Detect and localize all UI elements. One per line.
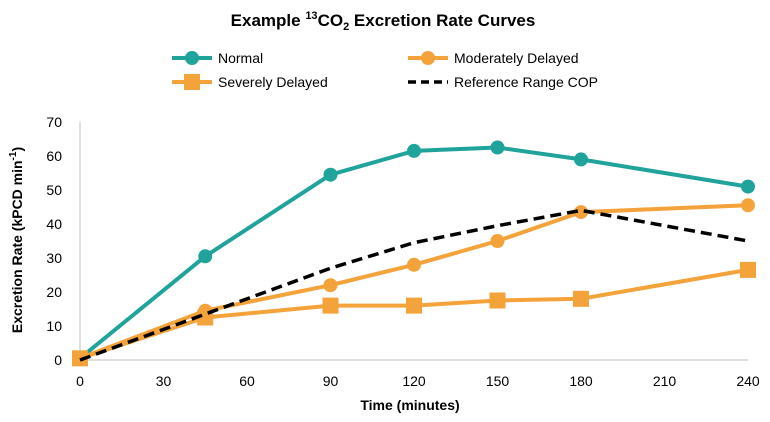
x-tick-label: 30 [156, 373, 172, 389]
data-point-severely-delayed [740, 261, 756, 278]
y-tick-label: 30 [46, 250, 62, 266]
x-tick-label: 150 [486, 373, 510, 389]
chart-title: Example 13CO2 Excretion Rate Curves [231, 10, 536, 33]
chart-title-main: CO [318, 11, 344, 30]
series-line-reference-range-cop [79, 208, 749, 362]
data-point-severely-delayed [406, 297, 422, 314]
x-tick-label: 90 [323, 373, 339, 389]
y-tick-label: 70 [46, 114, 62, 130]
axes [79, 122, 748, 361]
legend-label-reference-range-cop: Reference Range COP [454, 74, 598, 90]
chart-title-superscript: 13 [305, 10, 317, 22]
legend-label-moderately-delayed: Moderately Delayed [454, 50, 579, 66]
y-tick-label: 20 [46, 284, 62, 300]
data-point-severely-delayed [322, 297, 339, 314]
legend-marker-severely-delayed [184, 74, 200, 90]
legend: Normal Moderately Delayed Severely Delayed… [172, 50, 598, 90]
legend-label-normal: Normal [218, 50, 263, 66]
chart-title-suffix: Excretion Rate Curves [349, 11, 535, 30]
y-tick-label: 10 [46, 318, 62, 334]
x-tick-label: 120 [402, 373, 426, 389]
y-axis-label-suffix: ) [9, 147, 25, 152]
data-point-normal [574, 152, 588, 167]
chart-title-subscript: 2 [343, 21, 349, 33]
chart-title-prefix: Example [231, 11, 306, 30]
legend-marker-normal [185, 51, 199, 65]
y-tick-label: 50 [46, 182, 62, 198]
legend-item-severely-delayed: Severely Delayed [172, 74, 328, 90]
legend-label-severely-delayed: Severely Delayed [218, 74, 328, 90]
data-point-normal [407, 143, 421, 158]
x-tick-label: 240 [736, 373, 760, 389]
data-point-moderately-delayed [407, 257, 421, 272]
x-tick-label: 180 [569, 373, 593, 389]
series-reference-range-cop [79, 208, 749, 362]
x-tick-label: 60 [239, 373, 255, 389]
y-axis-label: Excretion Rate (kPCD min-1) [8, 147, 25, 333]
series-line-severely-delayed [79, 267, 749, 361]
plot-area [72, 140, 756, 367]
y-tick-label: 60 [46, 148, 62, 164]
series-line-moderately-delayed [79, 203, 749, 361]
data-point-severely-delayed [489, 292, 506, 309]
data-point-normal [198, 249, 213, 264]
x-tick-label: 0 [76, 373, 84, 389]
data-point-moderately-delayed [323, 278, 338, 293]
x-tick-labels: 0 30 60 90 120 150 180 210 240 [76, 373, 760, 389]
legend-item-normal: Normal [172, 50, 263, 66]
y-axis-label-main: Excretion Rate (kPCD min [9, 160, 25, 333]
series-normal [73, 140, 755, 366]
legend-item-moderately-delayed: Moderately Delayed [408, 50, 579, 66]
legend-marker-moderately-delayed [421, 51, 435, 65]
data-point-normal [490, 140, 505, 155]
x-axis-label: Time (minutes) [360, 397, 459, 413]
data-point-normal [741, 179, 755, 194]
y-tick-label: 0 [54, 352, 62, 368]
data-point-moderately-delayed [490, 234, 505, 248]
y-tick-labels: 0 10 20 30 40 50 60 70 [46, 114, 62, 368]
data-point-moderately-delayed [574, 205, 588, 220]
x-tick-label: 210 [653, 373, 677, 389]
data-point-normal [323, 167, 338, 182]
y-axis-label-superscript: -1 [8, 151, 19, 160]
legend-item-reference-range-cop: Reference Range COP [408, 74, 598, 90]
data-point-moderately-delayed [741, 198, 755, 213]
y-tick-label: 40 [46, 216, 62, 232]
series-severely-delayed [72, 261, 756, 367]
data-point-severely-delayed [573, 290, 589, 307]
